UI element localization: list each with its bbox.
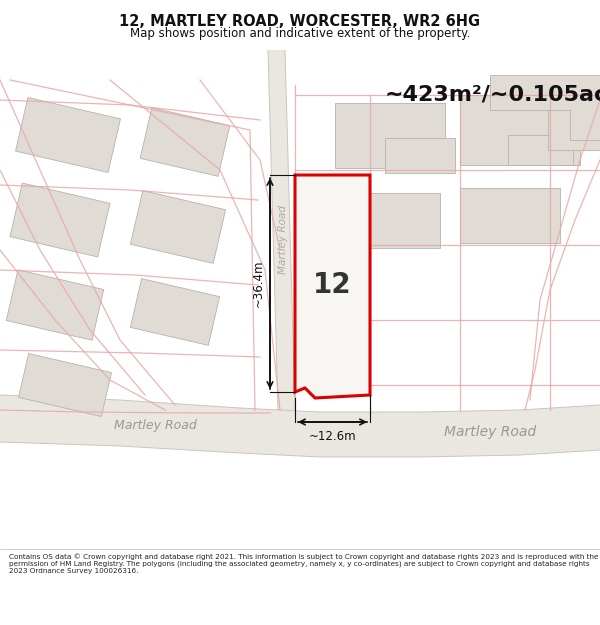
Polygon shape	[6, 270, 104, 340]
Polygon shape	[268, 50, 295, 410]
Polygon shape	[10, 183, 110, 257]
Text: Martley Road: Martley Road	[113, 419, 196, 431]
Text: 12, MARTLEY ROAD, WORCESTER, WR2 6HG: 12, MARTLEY ROAD, WORCESTER, WR2 6HG	[119, 14, 481, 29]
Polygon shape	[130, 279, 220, 346]
Polygon shape	[460, 95, 580, 165]
Polygon shape	[0, 395, 600, 457]
Polygon shape	[508, 135, 572, 165]
Text: 12: 12	[313, 271, 352, 299]
Text: Contains OS data © Crown copyright and database right 2021. This information is : Contains OS data © Crown copyright and d…	[9, 553, 599, 574]
Text: ~12.6m: ~12.6m	[308, 429, 356, 442]
Polygon shape	[19, 354, 112, 416]
Text: Martley Road: Martley Road	[444, 425, 536, 439]
Polygon shape	[16, 98, 121, 172]
Text: ~36.4m: ~36.4m	[252, 260, 265, 308]
Polygon shape	[140, 107, 230, 176]
Polygon shape	[460, 188, 560, 242]
Polygon shape	[490, 75, 600, 140]
Polygon shape	[385, 138, 455, 172]
Text: Martley Road: Martley Road	[278, 206, 288, 274]
Polygon shape	[295, 175, 370, 398]
Text: Map shows position and indicative extent of the property.: Map shows position and indicative extent…	[130, 27, 470, 40]
Polygon shape	[340, 192, 440, 248]
Polygon shape	[130, 191, 226, 263]
Polygon shape	[548, 90, 600, 150]
Polygon shape	[335, 102, 445, 168]
Text: ~423m²/~0.105ac.: ~423m²/~0.105ac.	[385, 85, 600, 105]
